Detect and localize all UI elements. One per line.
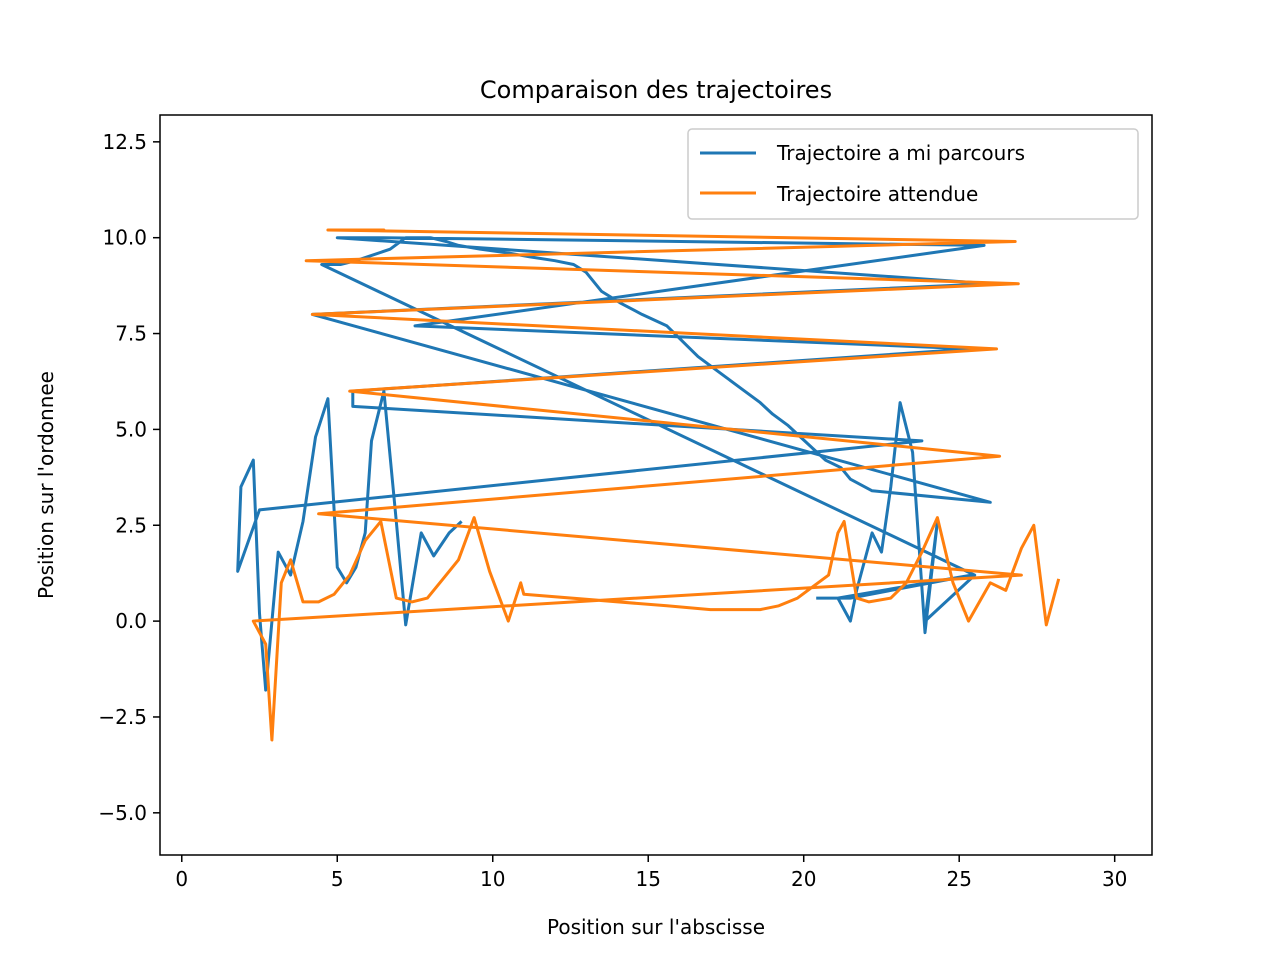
x-tick-label: 25 bbox=[946, 867, 971, 891]
legend-label-series-1: Trajectoire a mi parcours bbox=[776, 141, 1025, 165]
y-tick-label: 12.5 bbox=[102, 130, 147, 154]
series-layer bbox=[236, 228, 1061, 742]
legend-label-series-2: Trajectoire attendue bbox=[776, 182, 978, 206]
series-mi-parcours-line bbox=[236, 236, 992, 692]
y-tick-label: 7.5 bbox=[115, 322, 147, 346]
y-tick-label: 0.0 bbox=[115, 609, 147, 633]
plot-frame bbox=[159, 114, 1153, 856]
y-tick-label: 2.5 bbox=[115, 513, 147, 537]
x-tick-label: 15 bbox=[635, 867, 660, 891]
y-tick-label: 10.0 bbox=[102, 226, 147, 250]
y-tick-label: −2.5 bbox=[98, 705, 147, 729]
y-axis-label: Position sur l'ordonnee bbox=[34, 371, 58, 599]
y-tick-label: 5.0 bbox=[115, 417, 147, 441]
x-tick-label: 30 bbox=[1102, 867, 1127, 891]
x-axis-label: Position sur l'abscisse bbox=[547, 915, 765, 939]
x-tick-label: 0 bbox=[175, 867, 188, 891]
x-tick-label: 10 bbox=[480, 867, 505, 891]
legend: Trajectoire a mi parcours Trajectoire at… bbox=[687, 128, 1139, 220]
ticks-layer: 0 5 10 15 20 25 30 −5.0 −2.5 0.0 2.5 5.0 7.5 10.0 12.5 bbox=[98, 130, 1127, 891]
y-tick-label: −5.0 bbox=[98, 801, 147, 825]
series-attendue-line bbox=[251, 228, 1061, 742]
x-tick-label: 5 bbox=[331, 867, 344, 891]
legend-box bbox=[687, 128, 1139, 220]
x-tick-label: 20 bbox=[791, 867, 816, 891]
chart-title: Comparaison des trajectoires bbox=[480, 76, 832, 104]
